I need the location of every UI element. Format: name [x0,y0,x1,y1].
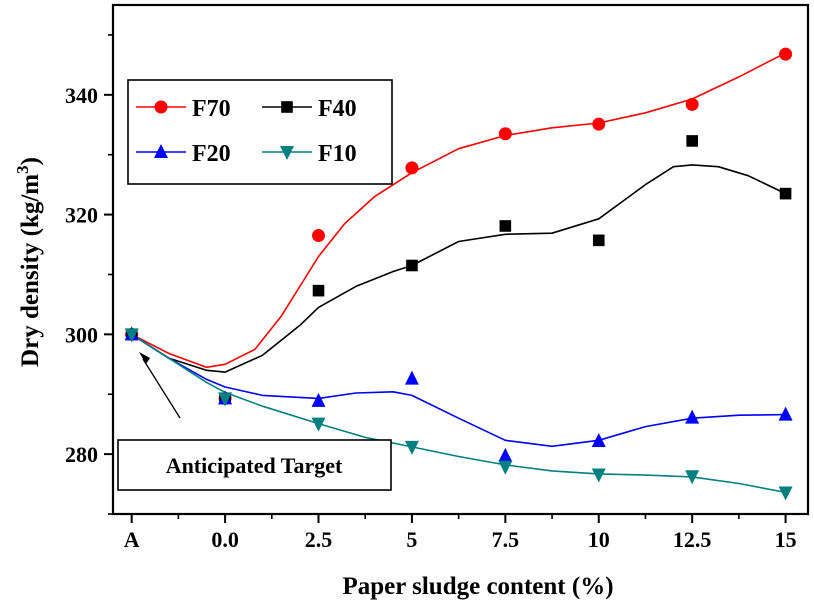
x-axis-title: Paper sludge content (%) [342,573,613,600]
data-point-f10-3 [404,440,419,455]
data-point-f10-0 [124,328,139,343]
x-tick-label: 5 [406,527,417,552]
y-axis-title-superscript: 3 [13,165,32,174]
series-line-f40 [131,164,786,373]
data-point-f70-5 [592,117,606,131]
data-point-f10-7 [778,486,793,501]
x-tick-label: 12.5 [673,527,712,552]
markers-group [124,47,793,501]
legend-marker-f20 [154,144,168,158]
data-point-f20-5 [591,432,606,447]
data-point-f20-2 [311,392,326,407]
legend: F70 F40 F20 F10 [127,79,393,185]
data-point-f40-2 [312,284,325,297]
data-point-f20-6 [685,409,700,424]
data-point-f40-7 [779,187,792,200]
y-tick-label: 320 [65,203,98,228]
legend-marker-f40 [281,101,293,113]
data-point-f10-4 [498,460,513,475]
legend-marker-f10 [280,146,294,160]
data-point-f40-3 [406,259,418,272]
x-tick-label: 7.5 [492,527,520,552]
x-tick-label: 2.5 [305,527,333,552]
data-point-f70-3 [405,161,419,175]
x-tick-label: 15 [775,527,797,552]
data-point-f70-6 [685,97,699,111]
series-line-f70 [131,52,786,369]
data-point-f10-2 [311,417,326,432]
legend-marker-f70 [154,100,168,114]
legend-label-f40: F40 [318,96,357,122]
series-line-f20 [131,333,786,448]
annotation-text: Anticipated Target [166,453,343,478]
legend-box [127,79,393,185]
plot-series-group [131,52,786,494]
data-point-f10-6 [685,470,700,485]
data-point-f40-5 [592,234,605,247]
data-point-f40-4 [499,220,512,232]
annotation-box [117,439,392,491]
plot-frame [111,3,810,516]
x-tick-label: 10 [588,527,610,552]
annotation-arrow-line [142,358,181,419]
axes-group: A 0.0 2.5 5 7.5 10 12.5 15 280 300 320 340 [65,34,797,552]
y-tick-label: 280 [65,442,98,467]
data-point-f20-3 [404,370,419,385]
x-tick-label: 0.0 [211,527,239,552]
data-point-f70-2 [312,229,326,243]
y-tick-label: 340 [65,83,98,108]
series-line-f10 [131,333,786,494]
data-point-f40-6 [686,135,698,147]
x-tick-label: A [124,527,140,552]
legend-label-f20: F20 [192,141,231,167]
data-point-f20-7 [778,406,793,421]
data-point-f70-4 [498,127,512,141]
annotation-group: Anticipated Target [117,352,392,491]
legend-label-f10: F10 [318,141,357,167]
legend-label-f70: F70 [192,96,231,122]
data-point-f10-1 [218,392,233,407]
y-axis-title-close: ) [17,157,44,165]
y-axis-title-main: Dry density (kg/m [17,174,44,367]
data-point-f20-4 [498,447,513,462]
data-point-f10-5 [591,468,606,483]
data-point-f70-7 [779,47,793,61]
y-axis-title: Dry density (kg/m3) [13,157,44,367]
y-tick-label: 300 [65,322,98,347]
annotation-arrowhead [139,352,150,364]
